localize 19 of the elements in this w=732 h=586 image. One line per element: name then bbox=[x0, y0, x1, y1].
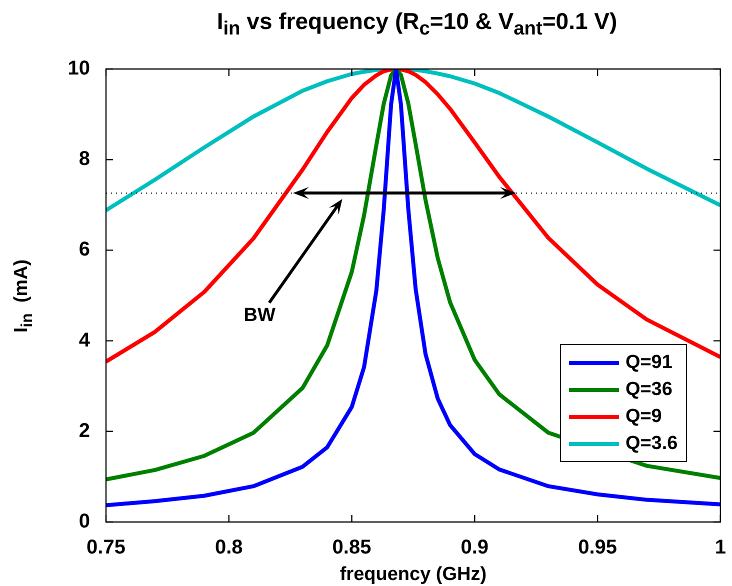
legend-label: Q=9 bbox=[625, 406, 662, 428]
y-tick-label: 4 bbox=[78, 329, 91, 352]
y-tick-label: 6 bbox=[78, 238, 90, 261]
x-tick-label: 0.75 bbox=[86, 536, 126, 559]
y-tick-label: 8 bbox=[78, 148, 90, 170]
legend-label: Q=3.6 bbox=[625, 432, 678, 454]
x-tick-label: 0.95 bbox=[578, 536, 618, 559]
legend-label: Q=36 bbox=[625, 378, 672, 400]
x-tick-label: 0.9 bbox=[460, 536, 489, 559]
y-tick-label: 2 bbox=[78, 420, 90, 442]
x-tick-label: 0.85 bbox=[332, 536, 372, 559]
x-tick-label: 0.8 bbox=[214, 536, 243, 559]
x-axis-title: frequency (GHz) bbox=[340, 564, 487, 585]
y-tick-label: 0 bbox=[78, 510, 90, 533]
legend-label: Q=91 bbox=[625, 352, 672, 374]
x-tick-label: 1 bbox=[714, 536, 726, 559]
chart-title: I$_{in}$ vs frequency (R$_{c}$=10 & V$_{ant}$=0.1 V) bbox=[216, 8, 618, 41]
y-tick-label: 10 bbox=[68, 58, 90, 80]
annotation: BW bbox=[244, 304, 276, 327]
